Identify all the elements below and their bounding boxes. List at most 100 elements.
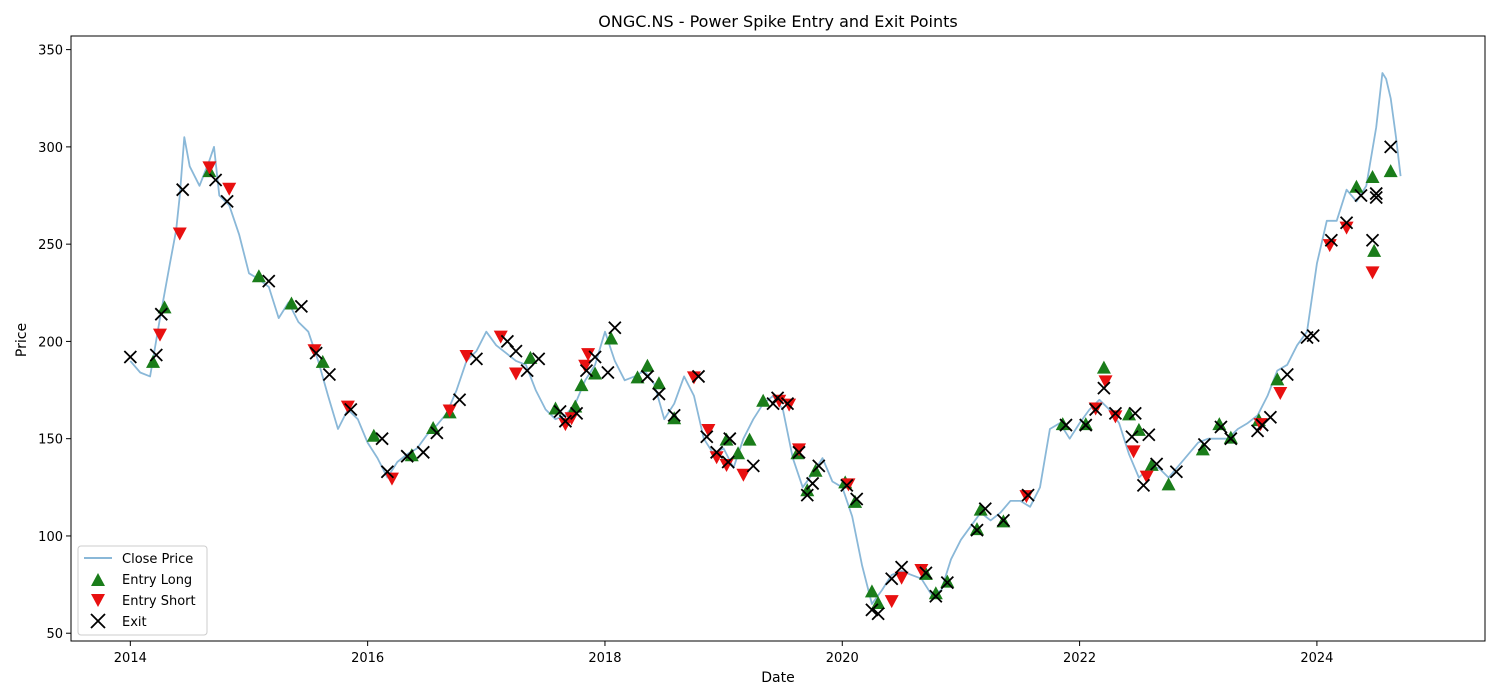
entry-short-marker	[792, 443, 807, 457]
exit-marker	[1079, 418, 1093, 432]
exit-marker	[805, 476, 820, 491]
x-tick-label: 2018	[588, 651, 621, 666]
entry-long-marker	[630, 370, 645, 384]
entry-short-marker	[202, 161, 217, 175]
entry-short-marker	[493, 330, 508, 344]
exit-marker	[579, 363, 594, 378]
entry-long-marker	[969, 522, 984, 536]
exit-marker	[176, 183, 190, 197]
entry-long-marker	[1349, 179, 1364, 193]
chart-title: ONGC.NS - Power Spike Entry and Exit Poi…	[598, 12, 957, 31]
x-tick-label: 2024	[1300, 651, 1333, 666]
exit-marker	[375, 432, 389, 446]
entry-short-marker	[709, 451, 724, 465]
entry-long-marker	[574, 378, 589, 392]
exit-marker	[970, 523, 984, 537]
exit-marker	[996, 513, 1011, 528]
entry-long-marker	[157, 300, 172, 314]
exit-marker	[123, 350, 137, 364]
exit-marker	[1365, 233, 1380, 247]
exit-marker	[1369, 190, 1383, 205]
entry-long-marker	[731, 446, 746, 460]
exit-marker	[746, 459, 760, 473]
exit-marker	[885, 572, 899, 586]
exit-marker	[400, 449, 414, 463]
exit-marker	[940, 576, 954, 590]
entry-short-marker	[884, 595, 899, 609]
exit-marker	[262, 274, 276, 288]
exit-marker	[1306, 328, 1320, 343]
entry-short-marker	[172, 227, 187, 241]
entry-long-marker	[1212, 417, 1227, 431]
entry-long-marker	[251, 269, 266, 283]
entry-short-marker	[1365, 266, 1380, 280]
entry-long-marker	[366, 428, 381, 442]
x-axis-label: Date	[761, 670, 794, 686]
x-tick-label: 2014	[114, 651, 147, 666]
exit-marker	[894, 560, 909, 574]
exit-marker	[1128, 406, 1142, 421]
exit-marker	[1142, 428, 1156, 442]
exit-marker	[871, 607, 885, 621]
exit-marker	[1384, 140, 1398, 154]
y-tick-label: 300	[38, 141, 63, 156]
entry-long-marker	[1195, 442, 1210, 456]
exit-marker	[416, 445, 430, 459]
exit-marker	[1125, 430, 1139, 444]
entry-long-marker	[940, 574, 955, 588]
exit-marker	[452, 393, 467, 407]
entry-long-marker	[315, 354, 330, 368]
exit-marker	[865, 603, 879, 617]
entry-short-marker	[578, 359, 593, 373]
axes-frame	[70, 35, 1486, 642]
exit-marker	[780, 397, 795, 411]
y-tick-label: 200	[38, 335, 63, 350]
entry-short-marker	[719, 458, 734, 472]
legend-label-entry-short: Entry Short	[122, 594, 196, 609]
legend-label-close: Close Price	[122, 552, 193, 567]
y-tick-label: 100	[38, 530, 63, 545]
entry-long-marker	[742, 432, 757, 446]
entry-long-marker	[640, 358, 655, 372]
entry-long-marker	[1055, 417, 1070, 431]
exit-marker	[1097, 381, 1111, 395]
exit-marker	[812, 459, 826, 473]
entry-long-marker	[523, 350, 538, 364]
entry-short-marker	[222, 182, 237, 196]
entry-long-marker	[719, 432, 734, 446]
exit-marker	[569, 406, 584, 421]
legend-entry-short-triangle-icon	[91, 594, 105, 607]
exit-marker	[1339, 216, 1354, 230]
entry-short-marker	[914, 564, 929, 578]
entry-long-marker	[604, 331, 619, 345]
legend-exit-x-icon	[90, 613, 106, 629]
exit-marker	[1324, 233, 1338, 247]
legend-label-entry-long: Entry Long	[122, 573, 192, 588]
exit-marker	[1250, 424, 1265, 438]
entry-long-marker	[651, 376, 666, 390]
exit-marker	[723, 432, 737, 446]
exit-marker	[691, 369, 706, 384]
exit-marker	[558, 414, 573, 428]
exit-marker	[1354, 188, 1368, 203]
exit-marker	[532, 352, 546, 366]
y-axis-label: Price	[14, 323, 30, 357]
exit-marker	[710, 445, 724, 459]
axes: 2014 2016 2018 2020 2022 2024 50 100 150 200 250 3…	[38, 35, 1486, 666]
entry-long-marker	[1144, 457, 1159, 471]
entry-long-marker	[1365, 170, 1380, 184]
x-tick-label: 2020	[826, 651, 859, 666]
exit-marker	[700, 430, 714, 444]
entry-short-marker	[558, 418, 573, 432]
legend-label-exit: Exit	[122, 615, 147, 630]
entry-long-marker	[864, 584, 879, 598]
exit-marker	[601, 365, 615, 380]
exit-marker	[1089, 402, 1103, 417]
exit-marker	[1197, 437, 1212, 452]
entry-short-marker	[508, 367, 523, 381]
legend-entry-long-triangle-icon	[91, 573, 105, 586]
exit-marker	[850, 492, 864, 506]
x-tick-label: 2016	[351, 651, 384, 666]
